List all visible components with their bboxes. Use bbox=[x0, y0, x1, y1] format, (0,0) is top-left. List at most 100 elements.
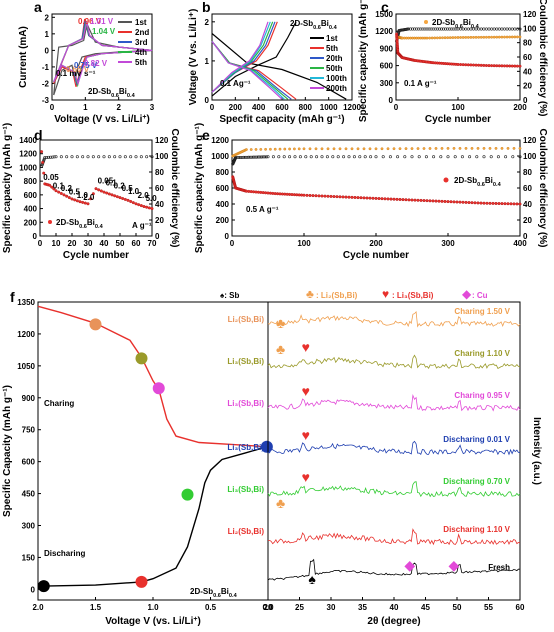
label-part: 0.4 bbox=[471, 24, 480, 30]
charge-capacity-point bbox=[464, 36, 468, 39]
label-part: Bi bbox=[87, 218, 95, 227]
efficiency-point bbox=[423, 27, 427, 31]
efficiency-point bbox=[256, 155, 260, 159]
capacity-point bbox=[145, 205, 149, 209]
capacity-point bbox=[142, 205, 146, 209]
charge-capacity-point bbox=[482, 146, 486, 150]
panel-b-discharge-1st bbox=[211, 33, 347, 100]
charge-capacity-point bbox=[344, 147, 348, 151]
panel-d-rate-label: 0.05 bbox=[98, 177, 114, 186]
panel-f-right-ylabel: Intensity (a.u.) bbox=[531, 417, 542, 485]
label-part: 0.4 bbox=[95, 224, 104, 230]
panel-f-left-ytick-label: 900 bbox=[22, 394, 36, 403]
panel-b-ytick-label: 0 bbox=[205, 96, 210, 105]
efficiency-point bbox=[261, 155, 265, 159]
capacity-point bbox=[374, 196, 378, 200]
panel-b-ytick-label: 1 bbox=[205, 57, 210, 66]
efficiency-point bbox=[325, 155, 329, 159]
capacity-point bbox=[94, 187, 98, 191]
efficiency-point bbox=[431, 27, 435, 31]
capacity-point bbox=[492, 64, 496, 68]
charge-capacity-point bbox=[254, 148, 258, 151]
efficiency-point bbox=[320, 155, 324, 159]
capacity-point bbox=[118, 196, 122, 200]
capacity-point bbox=[332, 195, 336, 199]
capacity-point bbox=[150, 207, 154, 211]
panel-a-peak: 0.65 V bbox=[66, 65, 90, 74]
panel-e-ytick-label: 120 bbox=[523, 136, 537, 145]
capacity-point bbox=[107, 192, 111, 196]
capacity-point bbox=[467, 201, 471, 205]
efficiency-point bbox=[304, 155, 308, 159]
capacity-point bbox=[317, 194, 321, 198]
efficiency-point bbox=[505, 27, 509, 31]
panel-a-peak: 0.75 V bbox=[74, 61, 98, 70]
charge-capacity-point bbox=[308, 147, 312, 151]
efficiency-point bbox=[411, 27, 415, 31]
capacity-point bbox=[484, 64, 488, 68]
panel-b-sample: 2D-Sb0.6Bi0.4 bbox=[290, 19, 338, 31]
panel-f-ylabel: Specific Capacity (mAh g⁻¹) bbox=[2, 385, 13, 517]
capacity-point bbox=[515, 64, 519, 68]
label-part: 0.4 bbox=[329, 25, 338, 31]
xrd-pattern-label: Charing 1.50 V bbox=[454, 307, 510, 316]
capacity-point bbox=[41, 160, 45, 164]
capacity-point bbox=[249, 190, 253, 194]
panel-d-rate-label: 2.0 bbox=[138, 191, 150, 200]
label-part: Bi bbox=[221, 587, 229, 596]
panel-f-left-ytick-label: 1050 bbox=[17, 362, 35, 371]
panel-a-xtick-label: 3 bbox=[150, 103, 155, 112]
panel-e-ytick-label: 40 bbox=[523, 200, 532, 209]
xrd-legend-sb: ♠: Sb bbox=[220, 291, 239, 300]
capacity-point bbox=[458, 200, 462, 204]
efficiency-point bbox=[513, 27, 517, 31]
panel-b-discharge-200th bbox=[211, 41, 283, 100]
efficiency-point bbox=[424, 155, 428, 159]
label-part: Bi bbox=[119, 87, 127, 96]
panel-c-y2label: Coulombic efficiency (%) bbox=[537, 0, 548, 116]
efficiency-point bbox=[48, 155, 52, 159]
efficiency-point bbox=[86, 155, 90, 159]
panel-b-ytick-label: 2 bbox=[205, 18, 210, 27]
charge-capacity-point bbox=[428, 147, 432, 150]
panel-d-rate-label: 0.5 bbox=[122, 184, 134, 193]
panel-c-ytick-label: 1200 bbox=[375, 27, 393, 36]
li3-heart-icon: ♥ bbox=[302, 427, 310, 443]
efficiency-point bbox=[502, 27, 506, 31]
efficiency-point bbox=[453, 155, 457, 159]
panel-f-right-xtick-label: 35 bbox=[358, 603, 367, 612]
capacity-point bbox=[256, 190, 260, 194]
panel-c-ytick-label: 600 bbox=[380, 62, 394, 71]
panel-a-ytick-label: -2 bbox=[42, 79, 50, 88]
efficiency-point bbox=[381, 155, 385, 159]
panel-a-xtick-label: 1 bbox=[83, 103, 88, 112]
efficiency-point bbox=[437, 27, 441, 31]
panel-d-y2label: Coulombic efficiency (%) bbox=[169, 129, 180, 248]
capacity-point bbox=[247, 189, 251, 193]
panel-e-ytick-label: 1200 bbox=[211, 136, 229, 145]
capacity-point bbox=[407, 198, 411, 202]
charge-capacity-point bbox=[494, 146, 498, 150]
capacity-point bbox=[323, 194, 327, 198]
charge-capacity-point bbox=[479, 35, 483, 39]
panel-f-left-ytick-label: 450 bbox=[22, 490, 36, 499]
charge-capacity-point bbox=[356, 147, 360, 151]
charge-capacity-point bbox=[297, 147, 301, 151]
capacity-point bbox=[75, 199, 79, 203]
panel-a-peak: 1.01 V bbox=[90, 17, 114, 26]
efficiency-point bbox=[45, 155, 49, 159]
capacity-point bbox=[494, 201, 498, 205]
panel-d-xtick-label: 20 bbox=[68, 239, 77, 248]
panel-d-xlabel: Cycle number bbox=[63, 250, 129, 261]
capacity-point bbox=[356, 196, 360, 200]
capacity-point bbox=[452, 200, 456, 204]
charge-capacity-point bbox=[516, 35, 519, 39]
panel-f-left-xtick-label: 0.5 bbox=[205, 603, 217, 612]
charge-capacity-point bbox=[451, 36, 455, 40]
capacity-point bbox=[377, 197, 381, 201]
efficiency-point bbox=[490, 27, 494, 31]
efficiency-point bbox=[432, 155, 436, 159]
efficiency-point bbox=[277, 155, 281, 159]
efficiency-point bbox=[309, 155, 313, 159]
